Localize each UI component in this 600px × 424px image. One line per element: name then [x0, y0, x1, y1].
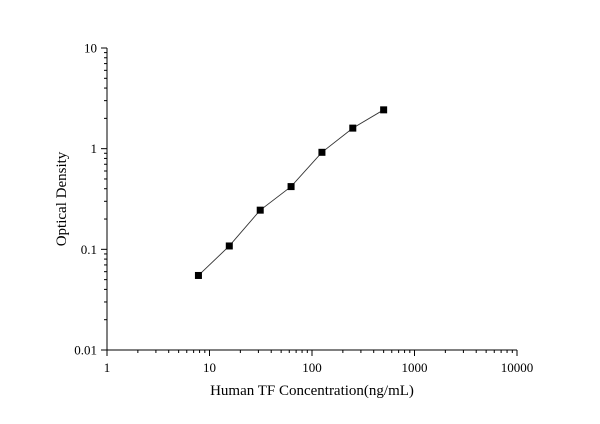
- data-point: [287, 183, 295, 191]
- plot-frame: [106, 48, 517, 351]
- x-ticks: 1 10 100 1000 10000: [104, 350, 534, 375]
- data-point: [225, 242, 233, 250]
- x-tick-label: 10000: [501, 360, 534, 375]
- y-ticks: 0.01 0.1 1 10: [74, 41, 107, 358]
- y-tick-label: 1: [91, 141, 98, 156]
- data-point: [349, 124, 357, 132]
- data-point: [318, 148, 326, 156]
- data-points: [194, 106, 388, 279]
- data-point: [256, 206, 264, 214]
- y-tick-label: 10: [84, 41, 97, 56]
- x-tick-label: 100: [302, 360, 322, 375]
- y-tick-label: 0.01: [74, 343, 97, 358]
- series-line: [198, 109, 384, 276]
- x-tick-label: 10: [203, 360, 216, 375]
- y-axis-title: Optical Density: [54, 151, 70, 246]
- data-point: [380, 106, 388, 114]
- x-axis-title: Human TF Concentration(ng/mL): [210, 383, 414, 399]
- x-tick-label: 1: [104, 360, 111, 375]
- x-tick-label: 1000: [402, 360, 428, 375]
- y-tick-label: 0.1: [81, 242, 97, 257]
- series-line-group: [198, 109, 384, 276]
- data-point: [194, 271, 202, 279]
